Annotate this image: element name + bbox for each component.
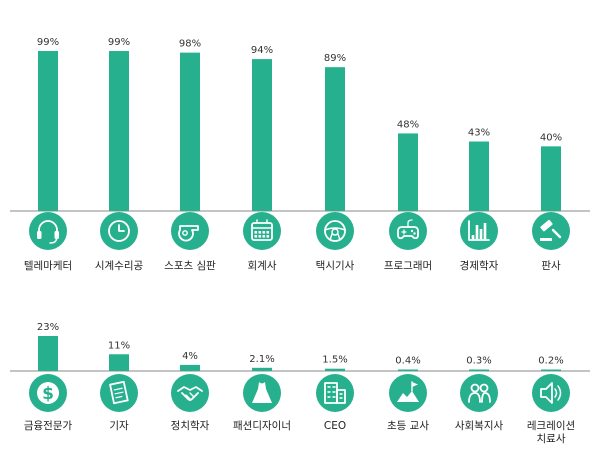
- data-label: 48%: [397, 119, 419, 130]
- chart-panel-1: 99% 텔레마케터 99% 시계수리공 98% 스포츠 심판 94% 회계사 89% 택시기사 48…: [10, 37, 590, 272]
- svg-text:$: $: [42, 384, 54, 404]
- data-label: 23%: [37, 322, 59, 333]
- clock-icon: [100, 212, 138, 250]
- bar-1-3: [180, 52, 200, 211]
- category-label: 프로그래머: [384, 260, 432, 272]
- bar-1-7: [469, 141, 489, 211]
- gavel-icon: [532, 212, 570, 250]
- data-label: 0.2%: [538, 356, 563, 367]
- category-label: CEO: [324, 420, 346, 432]
- data-label: 0.4%: [395, 356, 420, 367]
- category-label: 초등 교사: [387, 420, 429, 432]
- category-label: 회계사: [248, 260, 277, 272]
- category-label: 정치학자: [171, 420, 210, 432]
- handshake-icon: [171, 374, 209, 412]
- data-label: 2.1%: [249, 354, 274, 365]
- bar-1-1: [38, 51, 58, 212]
- bar-2-8: [541, 369, 561, 371]
- bar-1-2: [109, 51, 129, 212]
- bar-chart-icon: [460, 212, 498, 250]
- bar-1-4: [252, 59, 272, 211]
- flag-hill-icon: [389, 374, 427, 412]
- steering-wheel-icon: [316, 212, 354, 250]
- data-label: 94%: [251, 45, 273, 56]
- data-label: 99%: [108, 37, 130, 48]
- bar-2-6: [398, 369, 418, 371]
- data-label: 4%: [182, 351, 198, 362]
- category-label: 판사: [541, 260, 561, 272]
- bar-2-2: [109, 354, 129, 371]
- data-label: 99%: [37, 37, 59, 48]
- bar-2-4: [252, 367, 272, 371]
- category-label: 금융전문가: [24, 420, 73, 432]
- speaker-icon: [532, 374, 570, 412]
- category-label: 시계수리공: [95, 260, 144, 272]
- bar-2-7: [469, 369, 489, 371]
- category-label: 텔레마케터: [24, 260, 72, 272]
- data-label: 1.5%: [322, 355, 347, 366]
- data-label: 11%: [108, 340, 130, 351]
- category-label-line: 치료사: [537, 433, 566, 445]
- whistle-icon: [171, 212, 209, 250]
- category-label: 경제학자: [460, 259, 499, 272]
- bar-1-6: [398, 133, 418, 211]
- category-label: 사회복지사: [455, 420, 504, 432]
- category-label-line: 레크레이션: [527, 420, 575, 432]
- bar-2-5: [325, 368, 345, 371]
- globe-dollar-icon: $: [29, 374, 67, 412]
- data-label: 0.3%: [466, 356, 491, 367]
- people-icon: [460, 374, 498, 412]
- bar-2-1: [38, 336, 58, 371]
- dress-icon: [243, 374, 281, 412]
- category-label: 택시기사: [316, 260, 355, 272]
- building-icon: [316, 374, 354, 412]
- category-label: 기자: [109, 420, 129, 432]
- data-label: 98%: [179, 39, 201, 50]
- bar-1-5: [325, 67, 345, 212]
- calculator-icon: [243, 212, 281, 250]
- newspaper-icon: [100, 374, 138, 412]
- gamepad-icon: [389, 212, 427, 250]
- bar-1-8: [541, 146, 561, 211]
- category-label: 스포츠 심판: [164, 260, 216, 272]
- bar-2-3: [180, 364, 200, 371]
- data-label: 40%: [540, 132, 562, 143]
- data-label: 43%: [468, 128, 490, 139]
- headset-icon: [29, 212, 67, 250]
- data-label: 89%: [324, 53, 346, 64]
- chart-panel-2: 23% $ 금융전문가 11% 기자 4% 정치학자 2.1% 패션디자이너 1.5% CEO 0.4…: [10, 322, 590, 445]
- category-label: 패션디자이너: [233, 420, 291, 432]
